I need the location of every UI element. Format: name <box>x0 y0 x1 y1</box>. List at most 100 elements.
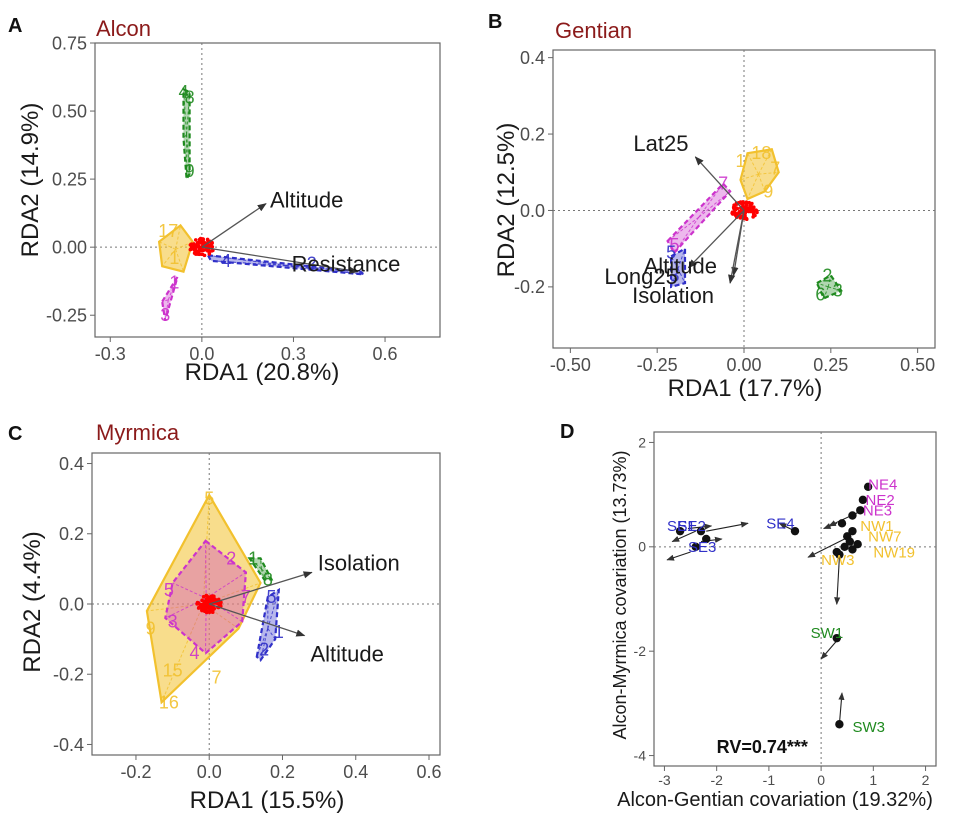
centroid-point-b <box>755 210 759 215</box>
spoke-magenta-a <box>164 299 169 321</box>
spoke-green-b <box>828 286 842 292</box>
panel-title-a: Alcon <box>96 16 151 41</box>
vector-label-altitude-b: Altitude <box>644 253 717 278</box>
site-number-yellow-c: 16 <box>159 692 179 712</box>
panel-letter-d: D <box>560 421 574 443</box>
centroid-point-b <box>730 210 735 214</box>
site-label-nw7: NW7 <box>868 529 901 546</box>
site-point-d <box>848 545 857 554</box>
covariation-arrow-d <box>671 530 697 543</box>
y-tick-label-d: -4 <box>634 747 647 763</box>
site-number-green-a: 4 <box>179 82 189 102</box>
site-number-yellow-c: 15 <box>163 661 183 681</box>
site-number-yellow-b: 9 <box>763 181 773 201</box>
spoke-green-c <box>260 558 262 569</box>
spoke-magenta-c <box>172 582 207 599</box>
site-label-se2: SE2 <box>678 518 706 535</box>
centroid-point-a <box>195 250 200 255</box>
centroid-point-a <box>202 240 207 245</box>
site-point-d <box>840 542 849 552</box>
site-point-d <box>858 495 868 505</box>
site-point-d <box>675 526 685 536</box>
spoke-green-a <box>183 89 188 135</box>
site-number-yellow-b: 18 <box>751 143 771 163</box>
spoke-yellow-a <box>175 225 181 250</box>
spoke-green-c <box>249 557 262 570</box>
panel-letter-c: C <box>8 423 22 445</box>
site-label-sw1: SW1 <box>811 625 844 642</box>
site-number-green-b: 6 <box>815 285 825 305</box>
site-point-d <box>848 511 857 520</box>
spoke-green-b <box>823 286 829 299</box>
y-tick-label-c: -0.2 <box>53 665 84 685</box>
site-label-ne3: NE3 <box>863 503 892 520</box>
centroid-point-b <box>750 207 754 211</box>
centroid-point-b <box>744 202 749 207</box>
spoke-blue-b <box>677 268 686 284</box>
y-tick-label-a: 0.75 <box>52 33 87 53</box>
site-point-d <box>835 550 844 559</box>
site-number-magenta-b: 7 <box>718 174 728 194</box>
site-number-yellow-c: 7 <box>212 668 222 688</box>
site-number-yellow-b: 1 <box>736 151 746 171</box>
site-number-blue-a: 2 <box>307 254 317 274</box>
x-tick-label-a: 0.0 <box>189 344 214 364</box>
centroid-point-c <box>212 606 217 611</box>
site-number-magenta-c: 5 <box>164 580 174 600</box>
spoke-magenta-b <box>674 216 700 253</box>
y-tick-label-a: 0.25 <box>52 169 87 189</box>
panel-b: B Gentian RDA1 (17.7%) RDA2 (12.5%) -0.5… <box>488 11 936 402</box>
site-number-blue-c: 1 <box>274 622 284 642</box>
site-point-d <box>835 720 844 729</box>
y-tick-label-d: -2 <box>634 643 647 659</box>
vector-arrow-altitude-a <box>201 203 267 248</box>
centroid-point-a <box>201 248 205 253</box>
site-number-yellow-a: 17 <box>158 221 178 241</box>
spoke-yellow-b <box>758 171 779 175</box>
centroid-point-c <box>200 608 204 612</box>
covariation-arrow-d <box>834 557 841 605</box>
centroid-point-a <box>201 237 206 241</box>
spoke-green-b <box>816 282 829 288</box>
y-tick-label-c: -0.4 <box>53 735 84 755</box>
spoke-magenta-a <box>167 276 178 300</box>
centroid-point-a <box>197 247 202 251</box>
site-point-d <box>790 526 800 536</box>
x-axis-label-a: RDA1 (20.8%) <box>185 359 340 386</box>
spoke-blue-c <box>260 628 269 661</box>
centroid-point-b <box>751 210 756 215</box>
x-tick-label-d: 1 <box>869 772 877 788</box>
spoke-green-a <box>186 134 191 174</box>
centroid-point-b <box>746 206 751 210</box>
centroid-point-c <box>204 607 208 612</box>
x-tick-label-b: 0.25 <box>813 355 848 375</box>
site-label-nw3: NW3 <box>821 552 854 569</box>
x-tick-label-c: 0.6 <box>416 762 441 782</box>
spoke-blue-c <box>256 628 269 657</box>
site-label-se1: SE1 <box>667 518 695 535</box>
site-point-d <box>845 537 855 546</box>
spoke-magenta-b <box>698 183 724 218</box>
y-tick-label-b: -0.2 <box>514 277 545 297</box>
site-number-green-a: 8 <box>185 87 195 107</box>
centroid-point-c <box>205 603 209 607</box>
site-number-magenta-a: 3 <box>160 305 170 325</box>
site-number-yellow-a: 1 <box>169 248 179 268</box>
x-axis-label-c: RDA1 (15.5%) <box>190 787 345 814</box>
site-number-blue-b: 5 <box>666 242 676 262</box>
site-number-yellow-b: 7 <box>770 158 780 178</box>
site-number-yellow-c: 5 <box>204 489 214 509</box>
site-label-nw19: NW19 <box>873 544 915 561</box>
spoke-yellow-a <box>161 249 176 267</box>
spoke-blue-b <box>670 268 679 288</box>
site-label-ne4: NE4 <box>868 476 897 493</box>
x-axis-label-d: Alcon-Gentian covariation (19.32%) <box>617 789 933 811</box>
x-tick-label-c: -0.2 <box>120 762 151 782</box>
spoke-magenta-c <box>205 598 207 654</box>
plot-frame-b <box>552 49 936 349</box>
vector-arrow-isolation-b <box>728 210 745 284</box>
panel-title-c: Myrmica <box>96 420 180 445</box>
site-number-magenta-c: 7 <box>241 587 251 607</box>
site-point-d <box>856 506 865 515</box>
site-point-d <box>696 526 706 536</box>
